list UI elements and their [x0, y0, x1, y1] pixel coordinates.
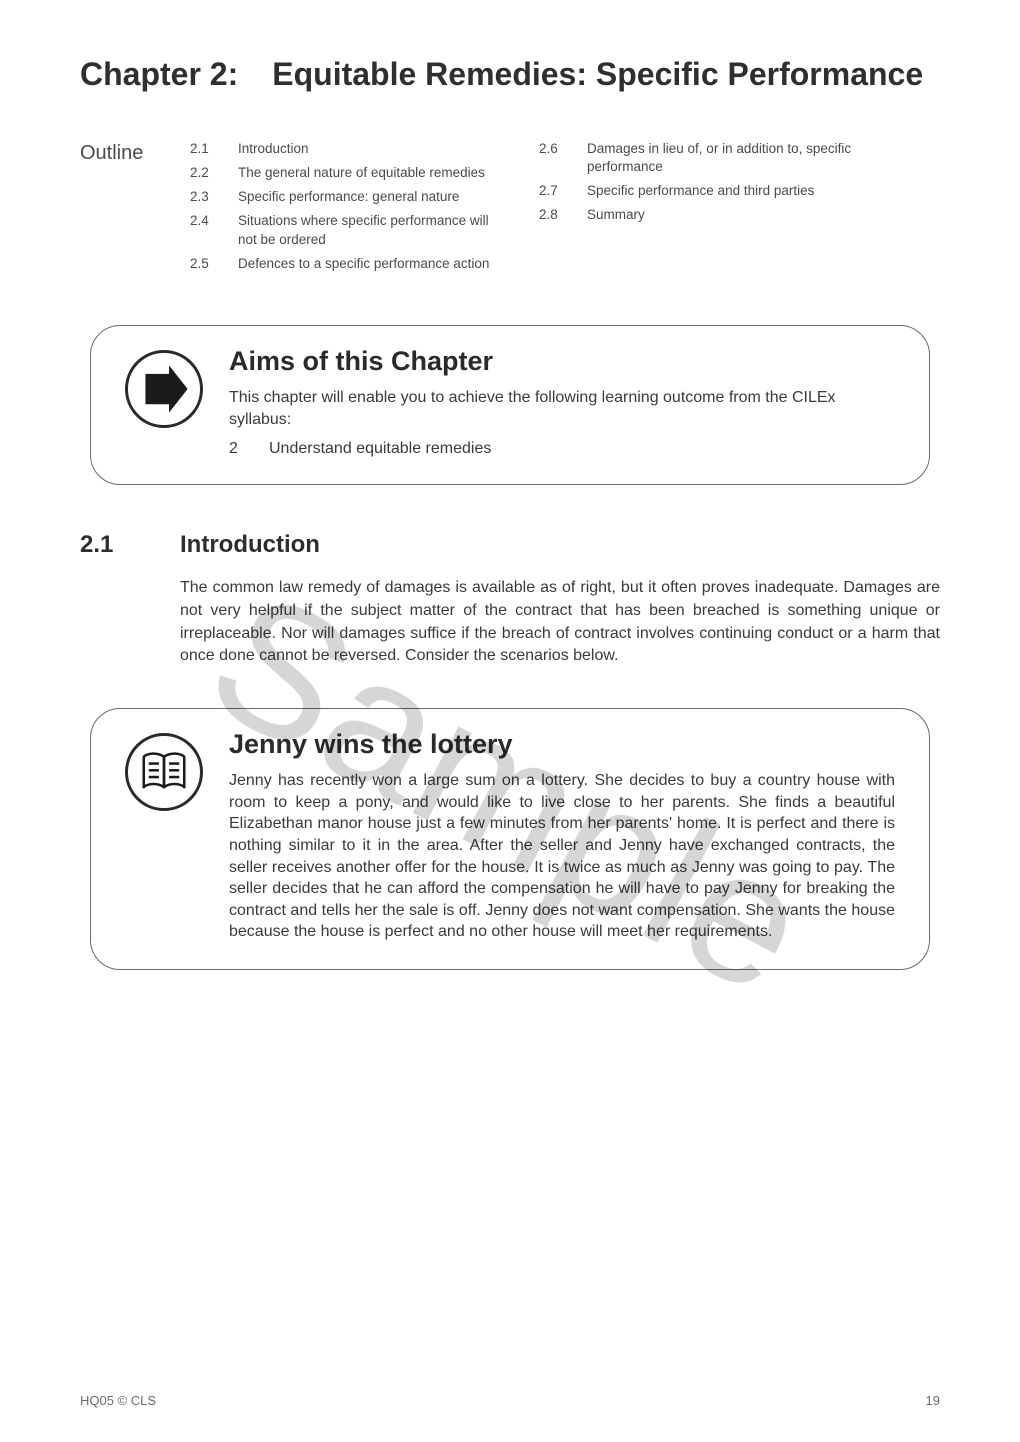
- outline-item-num: 2.2: [190, 164, 218, 182]
- outline-item-text: Specific performance and third parties: [587, 182, 814, 200]
- footer-page-number: 19: [926, 1393, 940, 1408]
- aims-title: Aims of this Chapter: [229, 346, 895, 377]
- outline-item-num: 2.4: [190, 212, 218, 248]
- chapter-heading: Equitable Remedies: Specific Performance: [272, 56, 923, 94]
- outline-item: 2.8 Summary: [539, 206, 852, 224]
- outline-block: Outline 2.1 Introduction 2.2 The general na…: [80, 140, 940, 273]
- outline-columns: 2.1 Introduction 2.2 The general nature of …: [190, 140, 852, 273]
- aims-list-item: 2 Understand equitable remedies: [229, 440, 895, 458]
- outline-item: 2.2 The general nature of equitable remed…: [190, 164, 503, 182]
- chapter-label: Chapter 2:: [80, 56, 238, 93]
- story-body: Jenny has recently won a large sum on a …: [229, 770, 895, 943]
- outline-item-text: Situations where specific performance wi…: [238, 212, 503, 248]
- section-body: The common law remedy of damages is avai…: [180, 577, 940, 668]
- section-heading: 2.1 Introduction: [80, 531, 940, 559]
- outline-label: Outline: [80, 140, 190, 165]
- section-number: 2.1: [80, 531, 140, 559]
- outline-item-text: Damages in lieu of, or in addition to, s…: [587, 140, 852, 176]
- aims-item-text: Understand equitable remedies: [269, 440, 491, 458]
- outline-item-num: 2.1: [190, 140, 218, 158]
- outline-item: 2.7 Specific performance and third partie…: [539, 182, 852, 200]
- page-footer: HQ05 © CLS 19: [80, 1393, 940, 1408]
- outline-item-num: 2.6: [539, 140, 567, 176]
- outline-col-right: 2.6 Damages in lieu of, or in addition to…: [539, 140, 852, 273]
- aims-callout: Aims of this Chapter This chapter will e…: [90, 325, 930, 485]
- story-title: Jenny wins the lottery: [229, 729, 895, 760]
- outline-col-left: 2.1 Introduction 2.2 The general nature of …: [190, 140, 503, 273]
- outline-item: 2.4 Situations where specific performance…: [190, 212, 503, 248]
- outline-item-num: 2.7: [539, 182, 567, 200]
- outline-item-text: Summary: [587, 206, 645, 224]
- outline-item: 2.3 Specific performance: general nature: [190, 188, 503, 206]
- section-title: Introduction: [180, 531, 320, 559]
- outline-item-text: Defences to a specific performance actio…: [238, 255, 489, 273]
- book-circle-icon: [125, 733, 203, 811]
- outline-item-num: 2.3: [190, 188, 218, 206]
- aims-item-num: 2: [229, 440, 245, 458]
- outline-item-text: Introduction: [238, 140, 309, 158]
- outline-item-text: The general nature of equitable remedies: [238, 164, 485, 182]
- outline-item-num: 2.5: [190, 255, 218, 273]
- outline-item: 2.1 Introduction: [190, 140, 503, 158]
- outline-item-num: 2.8: [539, 206, 567, 224]
- outline-item: 2.5 Defences to a specific performance ac…: [190, 255, 503, 273]
- story-callout: Jenny wins the lottery Jenny has recentl…: [90, 708, 930, 970]
- footer-left: HQ05 © CLS: [80, 1393, 156, 1408]
- outline-item: 2.6 Damages in lieu of, or in addition to…: [539, 140, 852, 176]
- arrow-circle-icon: [125, 350, 203, 428]
- aims-intro: This chapter will enable you to achieve …: [229, 387, 895, 430]
- outline-item-text: Specific performance: general nature: [238, 188, 459, 206]
- chapter-title-row: Chapter 2: Equitable Remedies: Specific …: [80, 56, 940, 94]
